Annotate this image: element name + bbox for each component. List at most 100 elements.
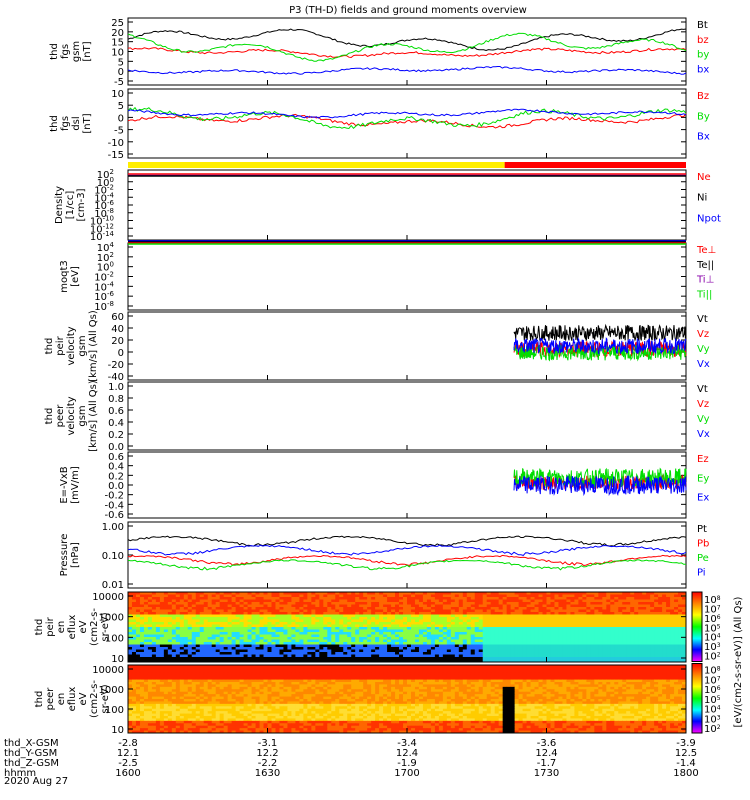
- ylabel-peir-velocity: [km/s] (All Qs): [88, 310, 99, 382]
- ylabel-peir-spec: eflux: [67, 615, 78, 640]
- colorbar-tick-top: 103: [704, 642, 721, 653]
- ytick-fgs-dsl: 5: [118, 101, 124, 112]
- series-peir-velocity-vx: [513, 336, 687, 355]
- ytick-peir-velocity: 60: [111, 312, 124, 323]
- colorbar-tick-bottom: 104: [704, 705, 721, 716]
- colorbar-tick-bottom: 106: [704, 685, 721, 696]
- xrow-label-3: hhmm: [4, 768, 36, 779]
- ytick-peer-spec: 10: [111, 725, 124, 736]
- legend-temperature-ti||: Ti||: [696, 289, 712, 300]
- ytick-peir-spec: 1000: [99, 613, 124, 624]
- legend-peir-velocity-vx: Vx: [697, 359, 710, 370]
- ytick-pressure: 0.01: [102, 580, 124, 591]
- xrow-value-2: -1.4: [676, 758, 696, 769]
- ylabel-peer-spec: (cm2-s-: [89, 680, 100, 718]
- colorbar-peir: [691, 591, 703, 662]
- xrow-value-3: 1800: [673, 768, 698, 779]
- ylabel-fgs-gsm: thd: [49, 43, 60, 60]
- xrow-value-1: 12.1: [117, 748, 139, 759]
- colorbar-tick-top: 104: [704, 633, 721, 644]
- ylabel-peir-velocity: peir: [55, 335, 66, 355]
- fgs-dsl-frame: [127, 88, 687, 159]
- legend-pressure-pe: Pe: [697, 553, 709, 564]
- legend-efield-ez: Ez: [697, 454, 709, 465]
- ylabel-fgs-dsl: dsl: [71, 116, 82, 130]
- legend-fgs-gsm-by: by: [697, 50, 709, 61]
- date-label: 2020 Aug 27: [4, 776, 68, 787]
- legend-peir-velocity-vy: Vy: [697, 344, 710, 355]
- legend-pressure-pt: Pt: [697, 524, 707, 535]
- xrow-value-1: 12.4: [535, 748, 557, 759]
- ylabel-density: [1/cc]: [65, 191, 76, 220]
- series-peir-velocity-vy: [513, 343, 687, 362]
- panel-density: 10210010-210-410-610-810-1010-1210-14Den…: [54, 168, 721, 243]
- ytick-fgs-dsl: -15: [108, 150, 124, 161]
- ytick-peer-spec: 10000: [92, 665, 124, 676]
- ylabel-peer-velocity: peer: [55, 404, 66, 428]
- legend-peer-velocity-vy: Vy: [697, 414, 710, 425]
- xrow-value-0: -3.4: [397, 738, 417, 749]
- legend-fgs-gsm-bx: bx: [697, 64, 709, 75]
- ytick-fgs-gsm: 20: [111, 28, 124, 39]
- ylabel-peer-velocity: [km/s] (All Qs): [88, 380, 99, 452]
- ylabel-peer-velocity: thd: [44, 408, 55, 425]
- legend-fgs-dsl-bz: Bz: [697, 91, 709, 102]
- ylabel-peer-spec: en: [56, 693, 67, 706]
- ylabel-fgs-dsl: fgs: [60, 116, 71, 131]
- ytick-peir-velocity: 0: [118, 348, 124, 359]
- bottom-axis-labels: thd_X-GSM -2.8 -3.1 -3.4 -3.6 -3.9 thd_Y-GSM 12…: [4, 738, 699, 787]
- xrow-value-3: 1700: [394, 768, 419, 779]
- colorbar-tick-bottom: 108: [704, 666, 721, 677]
- colorbar-label: [eV/(cm2-s-sr-eV)] (All Qs): [733, 596, 744, 727]
- xrow-value-3: 1730: [534, 768, 559, 779]
- legend-pressure-pb: Pb: [697, 539, 709, 550]
- xrow-label-2: thd_Z-GSM: [4, 758, 59, 769]
- legend-fgs-gsm-bz: bz: [697, 35, 709, 46]
- panel-peir-spec: 10000 1000 100 10 thd peir en eflux eV (cm2-s-sr-…: [34, 591, 687, 665]
- ylabel-temperature: moqt3: [59, 260, 70, 293]
- series-fgs-dsl-by: [127, 106, 687, 130]
- ylabel-peer-spec: eV: [78, 692, 89, 705]
- mode-bar-slow: [128, 162, 505, 168]
- ytick-fgs-dsl: -10: [108, 138, 124, 149]
- xrow-value-3: 1600: [115, 768, 140, 779]
- ytick-peir-velocity: -20: [108, 360, 124, 371]
- legend-peir-velocity-vz: Vz: [697, 329, 709, 340]
- pressure-frame: [127, 521, 687, 589]
- xrow-value-1: 12.4: [396, 748, 418, 759]
- ylabel-peir-spec: sr-eV): [100, 612, 111, 641]
- ylabel-peer-velocity: velocity: [66, 396, 77, 435]
- peir-spec-image: [128, 592, 687, 663]
- ytick-efield: -0.2: [104, 491, 124, 502]
- ytick-peir-velocity: -40: [108, 372, 124, 383]
- colorbar-tick-top: 106: [704, 614, 721, 625]
- ytick-fgs-dsl: -5: [114, 126, 124, 137]
- figure-title: P3 (TH-D) fields and ground moments over…: [289, 5, 527, 16]
- ytick-efield: 0.6: [108, 452, 124, 463]
- xrow-value-2: -1.9: [397, 758, 417, 769]
- xrow-value-3: 1630: [255, 768, 280, 779]
- xrow-value-0: -3.1: [258, 738, 278, 749]
- ytick-peir-spec: 100: [105, 633, 124, 644]
- ylabel-fgs-dsl: thd: [49, 115, 60, 132]
- ylabel-fgs-dsl: [nT]: [82, 113, 93, 133]
- panel-efield: 0.60.40.20.0-0.2-0.4-0.6 E=-VxB [mV/m] Ez Ey…: [59, 451, 709, 521]
- ytick-fgs-gsm: 25: [111, 18, 124, 29]
- ytick-fgs-gsm: 10: [111, 48, 124, 59]
- series-fgs-dsl-bz: [127, 113, 687, 129]
- ylabel-fgs-gsm: fgs: [60, 44, 71, 59]
- legend-efield-ex: Ex: [697, 493, 709, 504]
- legend-density-ni: Ni: [697, 193, 707, 204]
- ytick-peir-velocity: 20: [111, 336, 124, 347]
- temperature-frame: [127, 242, 687, 311]
- legend-peer-velocity-vt: Vt: [697, 384, 708, 395]
- legend-temperature-te||: Te||: [696, 260, 714, 271]
- legend-peer-velocity-vz: Vz: [697, 399, 709, 410]
- ylabel-peir-velocity: gsm: [77, 335, 88, 356]
- legend-temperature-ti⊥: Ti⊥: [696, 275, 714, 286]
- ytick-peir-velocity: 40: [111, 324, 124, 335]
- colorbar-tick-bottom: 105: [704, 695, 721, 706]
